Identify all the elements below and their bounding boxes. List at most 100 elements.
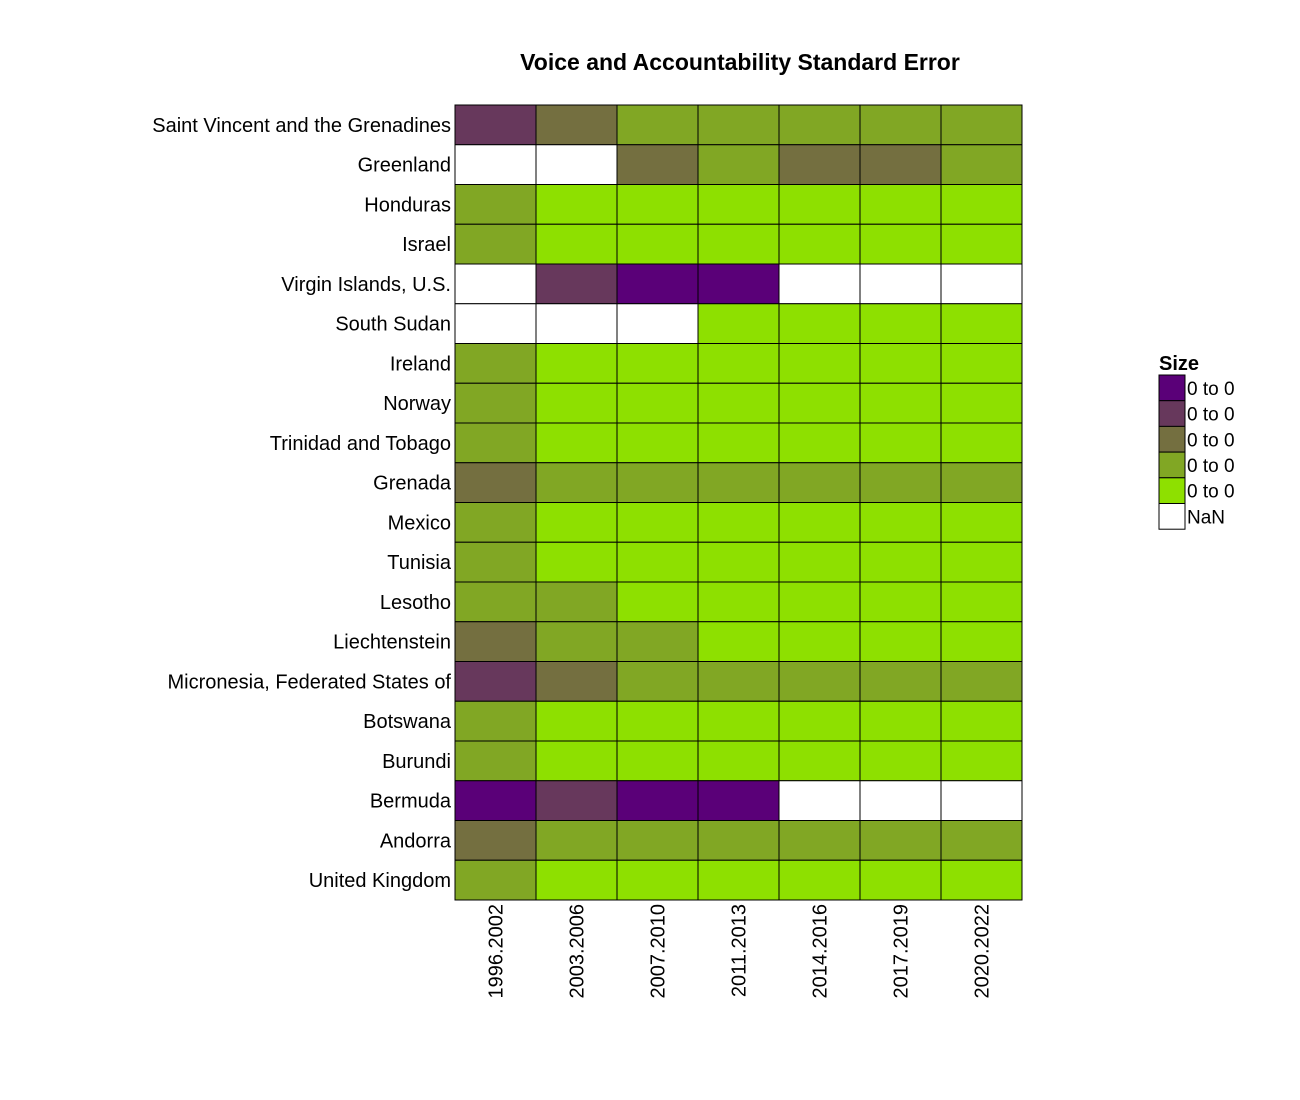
heatmap-cell (859, 700, 942, 742)
legend-swatch (1158, 451, 1186, 479)
heatmap-cell (697, 104, 780, 146)
row-label: Norway (383, 393, 451, 415)
heatmap-cell (778, 422, 861, 464)
legend-label: 0 to 0 (1187, 482, 1235, 503)
heatmap-cell (859, 859, 942, 901)
heatmap-cell (778, 740, 861, 782)
row-label: Burundi (382, 751, 451, 773)
heatmap-cell (454, 223, 537, 265)
legend-swatch (1158, 374, 1186, 402)
row-label: South Sudan (335, 314, 451, 336)
row-label: Greenland (358, 155, 451, 177)
heatmap-cell (697, 700, 780, 742)
heatmap-cell (859, 382, 942, 424)
heatmap-cell (859, 462, 942, 503)
heatmap-cell (859, 780, 942, 821)
heatmap-cell (454, 621, 537, 662)
row-label: Botswana (363, 711, 452, 733)
heatmap-cell (616, 541, 699, 583)
heatmap-cell (535, 740, 618, 782)
row-label: Lesotho (380, 592, 451, 614)
column-label: 2020.2022 (972, 904, 994, 999)
heatmap-cell (535, 184, 618, 225)
legend-label: NaN (1187, 507, 1225, 528)
heatmap-cell (616, 621, 699, 662)
heatmap-cell (940, 502, 1023, 543)
heatmap-cell (778, 780, 861, 821)
heatmap-cell (454, 859, 537, 901)
heatmap-cell (778, 661, 861, 702)
heatmap-cell (454, 104, 537, 146)
heatmap-cell (940, 462, 1023, 503)
heatmap-cell (859, 223, 942, 265)
chart-title: Voice and Accountability Standard Error (520, 49, 960, 75)
heatmap-cell (697, 184, 780, 225)
heatmap-cell (535, 422, 618, 464)
heatmap-cell (454, 144, 537, 185)
row-label: Grenada (373, 473, 452, 495)
heatmap-cell (616, 700, 699, 742)
heatmap-cell (778, 223, 861, 265)
heatmap-cell (454, 700, 537, 742)
legend-label: 0 to 0 (1187, 430, 1235, 451)
heatmap-cell (616, 382, 699, 424)
row-label: United Kingdom (309, 870, 451, 892)
row-label: Ireland (390, 353, 451, 375)
column-label: 1996.2002 (486, 904, 508, 999)
heatmap-cell (778, 184, 861, 225)
heatmap-cell (859, 661, 942, 702)
heatmap-cell (616, 859, 699, 901)
heatmap-cell (778, 581, 861, 623)
heatmap-cell (940, 184, 1023, 225)
row-label: Israel (402, 234, 451, 256)
heatmap-cell (697, 780, 780, 821)
heatmap-cell (535, 343, 618, 384)
row-label: Tunisia (387, 552, 452, 574)
heatmap-cell (859, 820, 942, 861)
row-label: Virgin Islands, U.S. (281, 274, 451, 296)
heatmap-cell (535, 502, 618, 543)
heatmap-cell (778, 820, 861, 861)
heatmap-cell (535, 223, 618, 265)
heatmap-cell (697, 661, 780, 702)
heatmap-cell (778, 382, 861, 424)
legend-swatch (1158, 400, 1186, 427)
heatmap-cell (616, 581, 699, 623)
legend: Size 0 to 0 0 to 0 0 to 0 0 to 0 0 to 0 NaN (1158, 353, 1235, 530)
heatmap-cell (940, 223, 1023, 265)
row-label: Micronesia, Federated States of (168, 671, 452, 693)
heatmap-cell (454, 184, 537, 225)
heatmap-cell (778, 144, 861, 185)
heatmap-cell (697, 621, 780, 662)
row-label: Mexico (388, 512, 451, 534)
row-label: Bermuda (370, 791, 452, 813)
heatmap-cell (535, 104, 618, 146)
heatmap-cell (859, 303, 942, 344)
heatmap-cell (697, 263, 780, 305)
heatmap-cell (940, 144, 1023, 185)
heatmap-cell (697, 462, 780, 503)
heatmap-cell (535, 661, 618, 702)
heatmap-cell (940, 780, 1023, 821)
heatmap-cell (535, 462, 618, 503)
heatmap-cell (616, 104, 699, 146)
heatmap-cell (697, 303, 780, 344)
heatmap-cell (940, 422, 1023, 464)
heatmap-cell (535, 820, 618, 861)
heatmap-cell (535, 541, 618, 583)
heatmap-cell (778, 104, 861, 146)
heatmap-cell (454, 820, 537, 861)
legend-label: 0 to 0 (1187, 456, 1235, 477)
heatmap-cell (940, 740, 1023, 782)
row-label: Honduras (364, 194, 451, 216)
heatmap-cell (616, 184, 699, 225)
heatmap-cell (940, 343, 1023, 384)
heatmap-cell (616, 740, 699, 782)
heatmap-cell (535, 859, 618, 901)
heatmap-cell (940, 581, 1023, 623)
heatmap-cell (697, 502, 780, 543)
heatmap-cell (454, 422, 537, 464)
legend-label: 0 to 0 (1187, 405, 1235, 426)
legend-title: Size (1159, 353, 1199, 375)
